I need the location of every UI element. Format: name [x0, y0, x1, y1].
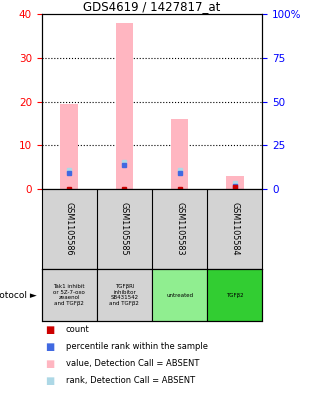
Text: Tak1 inhibit
or 5Z-7-oxo
zeaenol
and TGFβ2: Tak1 inhibit or 5Z-7-oxo zeaenol and TGF…: [53, 284, 85, 306]
Bar: [207, 269, 262, 321]
Text: GSM1105584: GSM1105584: [230, 202, 239, 256]
Text: ■: ■: [45, 342, 54, 352]
Text: protocol ►: protocol ►: [0, 290, 37, 299]
Bar: [116, 23, 133, 189]
Text: ■: ■: [45, 358, 54, 369]
Text: value, Detection Call = ABSENT: value, Detection Call = ABSENT: [66, 359, 199, 368]
Text: percentile rank within the sample: percentile rank within the sample: [66, 342, 208, 351]
Text: ■: ■: [45, 376, 54, 386]
Text: untreated: untreated: [166, 292, 193, 298]
Text: rank, Detection Call = ABSENT: rank, Detection Call = ABSENT: [66, 376, 195, 385]
Text: TGFβRI
inhibitor
SB431542
and TGFβ2: TGFβRI inhibitor SB431542 and TGFβ2: [109, 284, 139, 306]
Bar: [171, 119, 188, 189]
Text: TGFβ2: TGFβ2: [226, 292, 244, 298]
Text: count: count: [66, 325, 89, 334]
Text: ■: ■: [45, 325, 54, 334]
Text: GSM1105583: GSM1105583: [175, 202, 184, 256]
Title: GDS4619 / 1427817_at: GDS4619 / 1427817_at: [83, 0, 221, 13]
Text: GSM1105586: GSM1105586: [65, 202, 74, 256]
Bar: [226, 176, 244, 189]
Bar: [60, 104, 78, 189]
Bar: [97, 269, 152, 321]
Text: GSM1105585: GSM1105585: [120, 202, 129, 256]
Bar: [152, 269, 207, 321]
Bar: [42, 269, 97, 321]
